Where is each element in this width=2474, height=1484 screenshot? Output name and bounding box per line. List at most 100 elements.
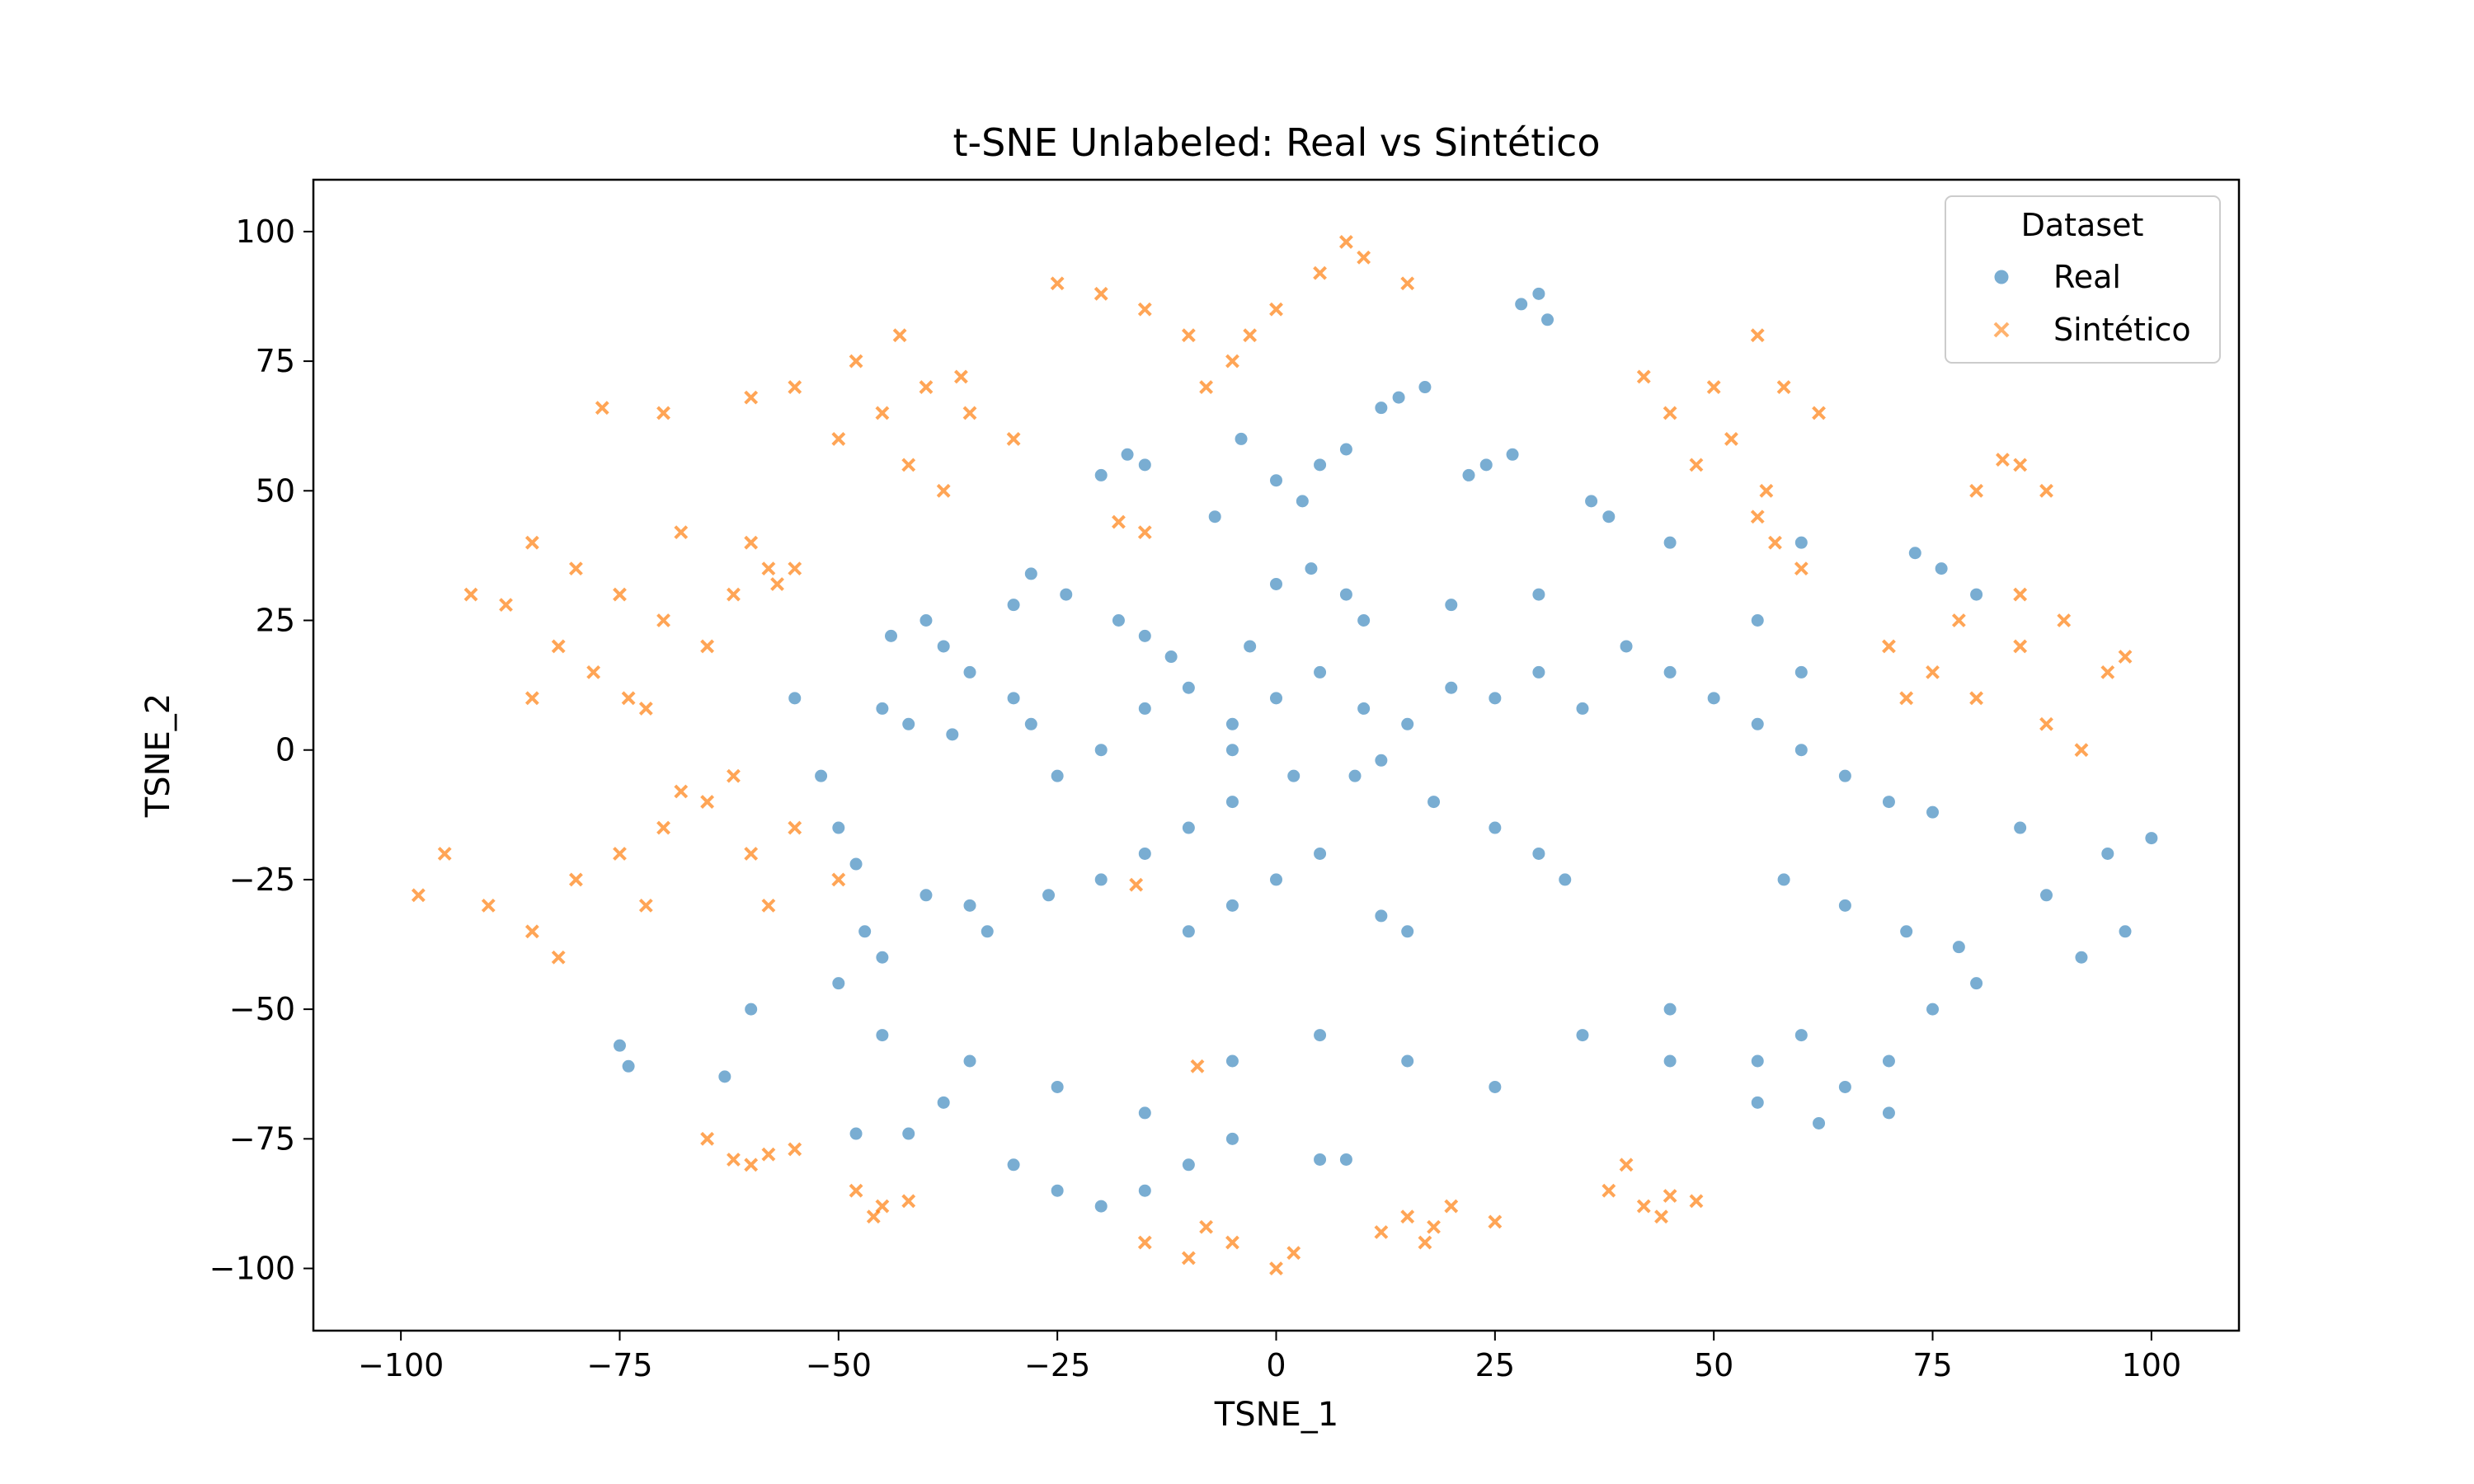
real-point: [612, 1038, 627, 1053]
sintetico-point: [727, 768, 741, 783]
sintetico-point: [700, 1131, 715, 1146]
sintetico-point: [1663, 1189, 1677, 1203]
real-point: [1750, 1054, 1765, 1068]
real-point: [1269, 576, 1283, 591]
real-point: [1776, 872, 1791, 887]
real-point: [1444, 598, 1459, 613]
real-point: [1558, 872, 1573, 887]
real-point: [1750, 613, 1765, 628]
real-point: [875, 701, 890, 716]
sintetico-point: [1199, 1219, 1214, 1234]
sintetico-point: [586, 665, 601, 679]
real-point: [1531, 587, 1546, 602]
sintetico-point: [1969, 483, 1984, 498]
real-point: [1400, 716, 1415, 731]
real-point: [2144, 831, 2159, 846]
real-point: [1348, 768, 1362, 783]
sintetico-point: [613, 587, 627, 602]
real-point: [788, 691, 802, 706]
y-axis: −100 −75 −50 −25 0 25 50 75 100: [209, 214, 313, 1287]
sintetico-point: [901, 1194, 916, 1209]
real-point: [1338, 1152, 1353, 1167]
real-point: [1225, 743, 1239, 758]
sintetico-point: [1794, 561, 1808, 576]
sintetico-point: [1663, 406, 1677, 420]
real-point: [1531, 286, 1546, 301]
sintetico-point: [866, 1209, 881, 1224]
real-point: [1137, 458, 1152, 472]
real-point: [1243, 639, 1258, 654]
sintetico-point: [1094, 286, 1108, 301]
real-point: [919, 613, 934, 628]
real-point: [962, 1054, 977, 1068]
real-point: [1137, 628, 1152, 643]
x-tick-label: 25: [1475, 1347, 1515, 1383]
sintetico-point: [700, 795, 715, 810]
real-point: [945, 727, 960, 742]
sintetico-point: [1181, 1251, 1196, 1266]
real-point: [1207, 510, 1222, 524]
real-point: [1313, 846, 1328, 861]
real-point: [717, 1069, 732, 1084]
real-point: [1137, 846, 1152, 861]
legend-real-marker: [1993, 269, 2010, 285]
real-point: [1006, 691, 1021, 706]
real-point: [1094, 872, 1108, 887]
real-point: [1094, 1199, 1108, 1214]
sintetico-point: [700, 639, 715, 654]
real-point: [1663, 1002, 1677, 1017]
real-point: [1505, 447, 1520, 462]
real-point: [1286, 768, 1301, 783]
y-tick-label: 0: [275, 732, 295, 768]
sintetico-point: [1750, 328, 1765, 343]
sintetico-point: [1269, 302, 1283, 317]
real-point: [1400, 924, 1415, 939]
real-point: [1338, 587, 1353, 602]
sintetico-point: [1689, 458, 1704, 472]
sintetico-point: [411, 888, 426, 903]
x-tick-label: −75: [586, 1347, 652, 1383]
real-point: [1837, 768, 1852, 783]
sintetico-point: [1969, 691, 1984, 706]
legend-title: Dataset: [2021, 207, 2144, 243]
real-point: [1006, 598, 1021, 613]
sintetico-point: [551, 639, 566, 654]
x-tick-label: 75: [1912, 1347, 1952, 1383]
real-point: [1969, 976, 1984, 991]
sintetico-point: [727, 587, 741, 602]
real-point: [1137, 1106, 1152, 1120]
real-point: [1391, 390, 1406, 405]
sintetico-point: [613, 847, 627, 861]
sintetico-point: [2100, 665, 2115, 679]
real-point: [849, 1126, 863, 1141]
real-point: [1357, 701, 1371, 716]
sintetico-point: [1427, 1219, 1441, 1234]
sintetico-point: [1400, 276, 1415, 291]
real-point: [1794, 1028, 1808, 1043]
y-tick-label: −25: [229, 862, 295, 898]
real-point: [1812, 1115, 1827, 1130]
x-tick-label: −25: [1024, 1347, 1090, 1383]
real-point: [1137, 701, 1152, 716]
real-point: [2013, 820, 2028, 835]
real-point: [1234, 431, 1249, 446]
sintetico-point: [1190, 1059, 1205, 1073]
real-point: [2100, 846, 2115, 861]
sintetico-point: [761, 1147, 776, 1162]
sintetico-point: [1759, 483, 1774, 498]
sintetico-point: [568, 561, 583, 576]
real-point: [1750, 1095, 1765, 1110]
real-point: [1181, 924, 1196, 939]
y-tick-label: 50: [256, 472, 295, 509]
real-point: [1023, 716, 1038, 731]
sintetico-point: [1926, 665, 1940, 679]
sintetico-point: [1444, 1199, 1459, 1214]
real-point: [1338, 442, 1353, 457]
sintetico-point: [638, 701, 653, 716]
sintetico-point: [744, 847, 759, 861]
real-point: [1444, 680, 1459, 695]
real-point: [1899, 924, 1914, 939]
real-point: [936, 1095, 951, 1110]
legend-real-label: Real: [2053, 259, 2121, 295]
real-point: [1120, 447, 1135, 462]
